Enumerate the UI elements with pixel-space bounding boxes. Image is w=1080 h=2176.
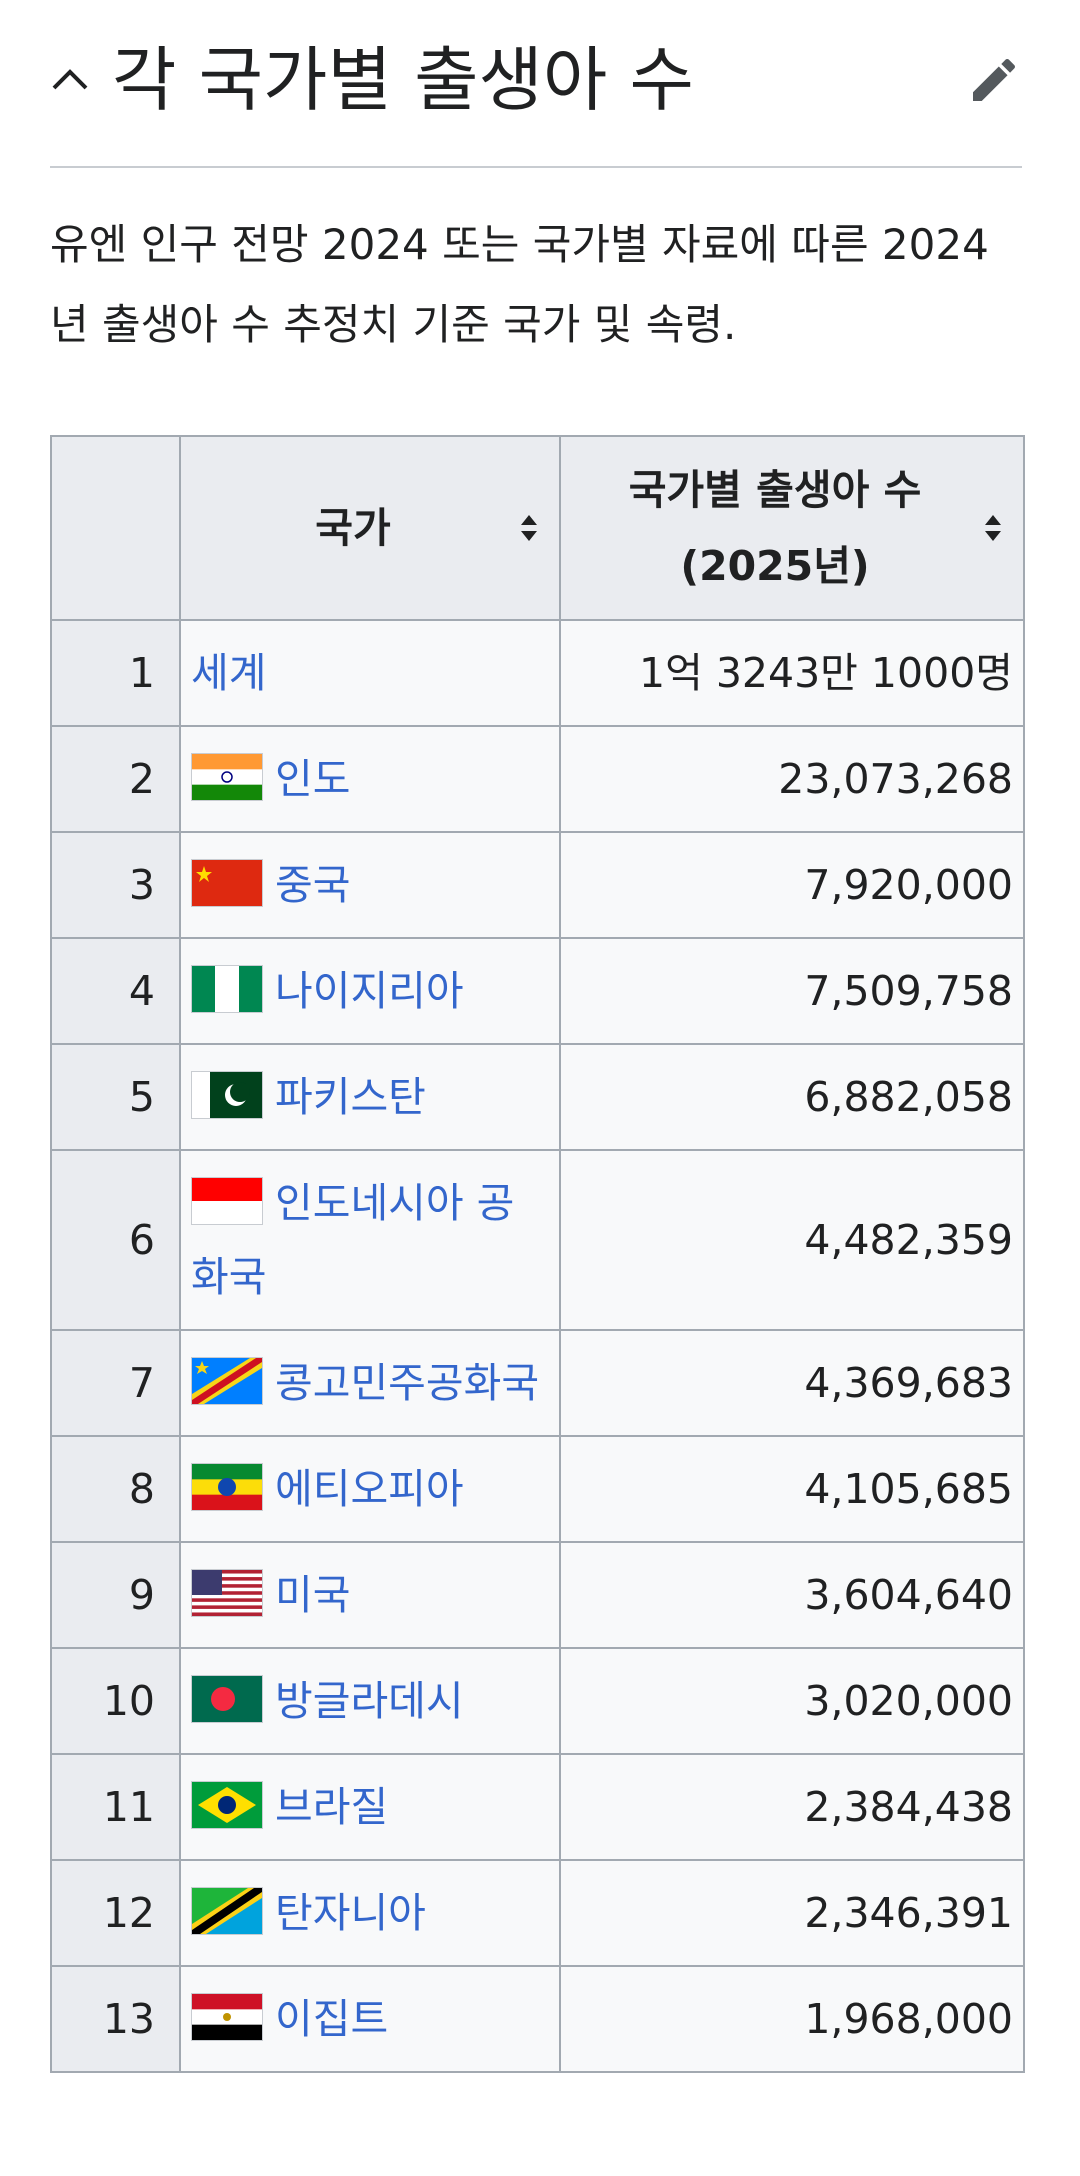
country-link[interactable]: 방글라데시 bbox=[275, 1677, 464, 1725]
table-row: 1 세계 1억 3243만 1000명 bbox=[50, 619, 1025, 727]
rank-header bbox=[50, 435, 181, 621]
births-cell: 6,882,058 bbox=[559, 1043, 1025, 1151]
births-cell: 1,968,000 bbox=[559, 1965, 1025, 2073]
rank-cell: 7 bbox=[50, 1329, 181, 1437]
flag-icon bbox=[191, 1463, 263, 1511]
table-row: 9 미국 3,604,640 bbox=[50, 1541, 1025, 1649]
rank-cell: 1 bbox=[50, 619, 181, 727]
flag-icon bbox=[191, 859, 263, 907]
header-text: 국가별 출생아 수 (2025년) bbox=[628, 466, 922, 590]
collapse-chevron[interactable] bbox=[50, 64, 90, 94]
flag-icon bbox=[191, 1887, 263, 1935]
country-cell: 이집트 bbox=[179, 1965, 561, 2073]
section-title: 각 국가별 출생아 수 bbox=[112, 39, 694, 121]
country-cell: 세계 bbox=[179, 619, 561, 727]
rank-cell: 8 bbox=[50, 1435, 181, 1543]
edit-icon[interactable] bbox=[966, 52, 1022, 108]
table-row: 6 인도네시아 공화국 4,482,359 bbox=[50, 1149, 1025, 1331]
country-cell: 나이지리아 bbox=[179, 937, 561, 1045]
country-cell: 인도 bbox=[179, 725, 561, 833]
divider bbox=[50, 166, 1022, 168]
flag-icon bbox=[191, 1781, 263, 1829]
births-cell: 23,073,268 bbox=[559, 725, 1025, 833]
table-row: 12 탄자니아 2,346,391 bbox=[50, 1859, 1025, 1967]
rank-cell: 12 bbox=[50, 1859, 181, 1967]
country-link[interactable]: 에티오피아 bbox=[275, 1465, 464, 1513]
country-cell: 파키스탄 bbox=[179, 1043, 561, 1151]
header-cell[interactable]: 국가별 출생아 수 (2025년) bbox=[559, 435, 1025, 621]
rank-cell: 6 bbox=[50, 1149, 181, 1331]
country-link[interactable]: 브라질 bbox=[275, 1783, 389, 1831]
country-cell: 에티오피아 bbox=[179, 1435, 561, 1543]
country-link[interactable]: 나이지리아 bbox=[275, 967, 464, 1015]
births-cell: 2,384,438 bbox=[559, 1753, 1025, 1861]
births-cell: 7,509,758 bbox=[559, 937, 1025, 1045]
births-cell: 4,369,683 bbox=[559, 1329, 1025, 1437]
country-link[interactable]: 인도네시아 공화국 bbox=[191, 1179, 515, 1301]
country-link[interactable]: 중국 bbox=[275, 861, 351, 909]
rank-cell: 5 bbox=[50, 1043, 181, 1151]
births-table: 국가 국가별 출생아 수 (2025년) 1 세계 1억 3243만 1000명 2 인… bbox=[50, 435, 1025, 2073]
births-cell: 1억 3243만 1000명 bbox=[559, 619, 1025, 727]
flag-icon bbox=[191, 1675, 263, 1723]
births-cell: 4,105,685 bbox=[559, 1435, 1025, 1543]
header-row: 국가 국가별 출생아 수 (2025년) bbox=[50, 435, 1025, 621]
country-link[interactable]: 세계 bbox=[191, 649, 267, 697]
description: 유엔 인구 전망 2024 또는 국가별 자료에 따른 2024년 출생아 수 … bbox=[50, 220, 989, 349]
country-cell: 미국 bbox=[179, 1541, 561, 1649]
rank-cell: 3 bbox=[50, 831, 181, 939]
rank-cell: 10 bbox=[50, 1647, 181, 1755]
country-link[interactable]: 콩고민주공화국 bbox=[275, 1359, 540, 1407]
country-link[interactable]: 탄자니아 bbox=[275, 1889, 426, 1937]
flag-icon bbox=[191, 965, 263, 1013]
table-row: 13 이집트 1,968,000 bbox=[50, 1965, 1025, 2073]
country-cell: 콩고민주공화국 bbox=[179, 1329, 561, 1437]
rank-cell: 9 bbox=[50, 1541, 181, 1649]
table-row: 3 중국 7,920,000 bbox=[50, 831, 1025, 939]
flag-icon bbox=[191, 1071, 263, 1119]
flag-icon bbox=[191, 753, 263, 801]
births-cell: 2,346,391 bbox=[559, 1859, 1025, 1967]
births-cell: 7,920,000 bbox=[559, 831, 1025, 939]
country-cell: 인도네시아 공화국 bbox=[179, 1149, 561, 1331]
sort-icon bbox=[521, 515, 537, 541]
table-row: 7 콩고민주공화국 4,369,683 bbox=[50, 1329, 1025, 1437]
flag-icon bbox=[191, 1993, 263, 2041]
table-row: 8 에티오피아 4,105,685 bbox=[50, 1435, 1025, 1543]
country-link[interactable]: 이집트 bbox=[275, 1995, 389, 2043]
country-link[interactable]: 인도 bbox=[275, 755, 351, 803]
births-cell: 3,604,640 bbox=[559, 1541, 1025, 1649]
table-row: 11 브라질 2,384,438 bbox=[50, 1753, 1025, 1861]
births-cell: 3,020,000 bbox=[559, 1647, 1025, 1755]
flag-icon bbox=[191, 1357, 263, 1405]
rank-cell: 13 bbox=[50, 1965, 181, 2073]
table-row: 10 방글라데시 3,020,000 bbox=[50, 1647, 1025, 1755]
table-row: 4 나이지리아 7,509,758 bbox=[50, 937, 1025, 1045]
country-link[interactable]: 파키스탄 bbox=[275, 1073, 426, 1121]
sort-icon bbox=[985, 515, 1001, 541]
flag-icon bbox=[191, 1177, 263, 1225]
table-row: 5 파키스탄 6,882,058 bbox=[50, 1043, 1025, 1151]
header-cell[interactable]: 국가 bbox=[179, 435, 561, 621]
country-cell: 탄자니아 bbox=[179, 1859, 561, 1967]
country-link[interactable]: 미국 bbox=[275, 1571, 351, 1619]
country-cell: 브라질 bbox=[179, 1753, 561, 1861]
section-header: 각 국가별 출생아 수 bbox=[50, 30, 1022, 140]
country-cell: 방글라데시 bbox=[179, 1647, 561, 1755]
header-text: 국가 bbox=[315, 504, 391, 552]
country-cell: 중국 bbox=[179, 831, 561, 939]
flag-icon bbox=[191, 1569, 263, 1617]
rank-cell: 11 bbox=[50, 1753, 181, 1861]
births-cell: 4,482,359 bbox=[559, 1149, 1025, 1331]
rank-cell: 4 bbox=[50, 937, 181, 1045]
rank-cell: 2 bbox=[50, 725, 181, 833]
table-row: 2 인도 23,073,268 bbox=[50, 725, 1025, 833]
